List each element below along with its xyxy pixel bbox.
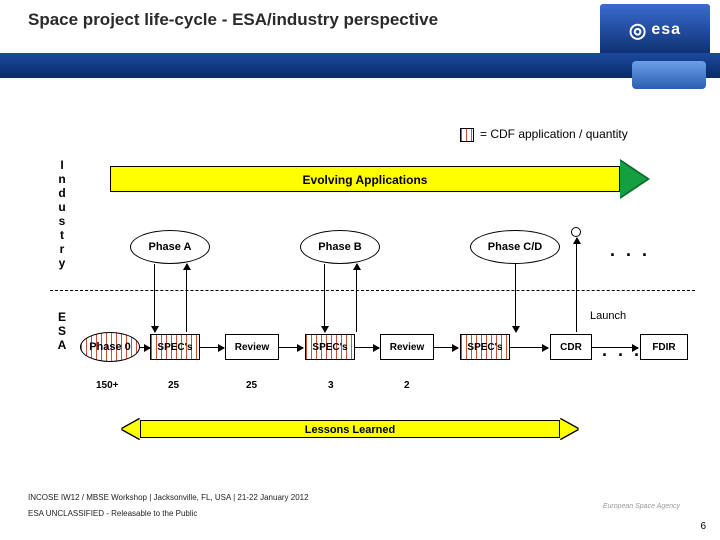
esa-logo: ◎ esa — [600, 4, 710, 56]
lessons-arrow-left — [122, 419, 140, 439]
vlabel-esa: ESA — [56, 310, 68, 352]
lessons-band: Lessons Learned — [140, 420, 560, 438]
fdir-label: FDIR — [652, 342, 675, 353]
review-2: Review — [380, 334, 434, 360]
diagram: = CDF application / quantity Industry ES… — [0, 100, 720, 500]
arrow-phaseb-down — [324, 264, 325, 332]
count-review2: 2 — [404, 380, 410, 391]
footer-line-2: ESA UNCLASSIFIED - Releasable to the Pub… — [28, 509, 197, 518]
arr-5-6 — [510, 347, 548, 348]
launch-circle — [571, 227, 581, 237]
arr-2-3 — [279, 347, 303, 348]
page-title: Space project life-cycle - ESA/industry … — [28, 10, 468, 30]
header: Space project life-cycle - ESA/industry … — [0, 0, 720, 78]
count-phase0: 150+ — [96, 380, 119, 391]
arr-4-5 — [434, 347, 458, 348]
lessons-arrow-right — [560, 419, 578, 439]
arr-1-2 — [200, 347, 224, 348]
vlabel-industry: Industry — [56, 158, 68, 270]
evolving-band: Evolving Applications — [110, 166, 620, 192]
count-specs1: 25 — [168, 380, 179, 391]
cdf-logo — [632, 61, 706, 89]
arr-0-1 — [140, 347, 150, 348]
legend-text: = CDF application / quantity — [480, 127, 628, 141]
header-bar — [0, 53, 720, 75]
arrow-launch-up — [576, 238, 577, 332]
cdr-box: CDR — [550, 334, 592, 360]
arr-3-4 — [355, 347, 379, 348]
review-2-label: Review — [390, 342, 424, 353]
launch-label: Launch — [590, 310, 626, 322]
review-1-label: Review — [235, 342, 269, 353]
legend-swatch — [460, 128, 474, 142]
evolving-arrow — [620, 159, 650, 199]
divider-line — [50, 290, 695, 291]
footer-line-1: INCOSE IW12 / MBSE Workshop | Jacksonvil… — [28, 493, 309, 502]
specs-3: SPEC's — [460, 334, 510, 360]
arrow-phaseb-up — [356, 264, 357, 332]
arrow-phasecd-down — [515, 264, 516, 332]
dots-top: . . . — [610, 240, 650, 261]
cdr-label: CDR — [560, 342, 582, 353]
specs-1: SPEC's — [150, 334, 200, 360]
specs-2: SPEC's — [305, 334, 355, 360]
fdir-box: FDIR — [640, 334, 688, 360]
review-1: Review — [225, 334, 279, 360]
phase-b: Phase B — [300, 230, 380, 264]
arr-6-7 — [592, 347, 638, 348]
footer-agency: European Space Agency — [603, 503, 680, 510]
phase-cd: Phase C/D — [470, 230, 560, 264]
specs-2-label: SPEC's — [312, 342, 347, 353]
specs-3-label: SPEC's — [467, 342, 502, 353]
arrow-phasea-up — [186, 264, 187, 332]
specs-1-label: SPEC's — [157, 342, 192, 353]
arrow-phasea-down1 — [154, 264, 155, 332]
page-number: 6 — [700, 521, 706, 532]
phase-a: Phase A — [130, 230, 210, 264]
esa-logo-text: esa — [651, 21, 681, 39]
count-review1: 25 — [246, 380, 257, 391]
phase-0-oval: Phase 0 — [80, 332, 140, 362]
phase-0-label: Phase 0 — [89, 341, 131, 353]
count-specs2: 3 — [328, 380, 334, 391]
